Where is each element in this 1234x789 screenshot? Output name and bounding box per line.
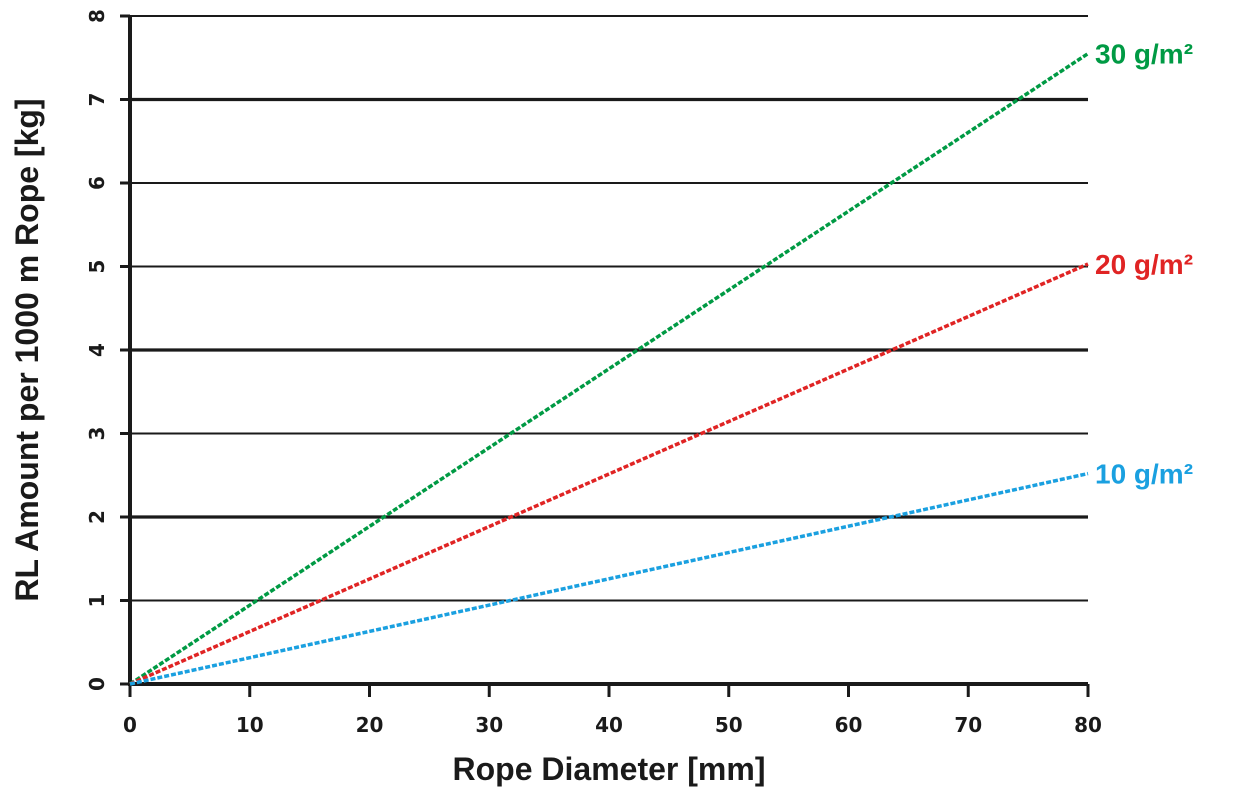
y-tick-label-1: 1 <box>85 594 109 608</box>
y-axis-label: RL Amount per 1000 m Rope [kg] <box>9 98 45 601</box>
x-tick-label-20: 20 <box>356 713 384 737</box>
x-tick-label-10: 10 <box>236 713 264 737</box>
gridlines <box>130 15 1088 602</box>
x-tick-label-60: 60 <box>835 713 863 737</box>
y-tick-label-8: 8 <box>85 9 109 23</box>
series-lines <box>129 52 1089 686</box>
x-tick-label-30: 30 <box>475 713 503 737</box>
x-tick-label-50: 50 <box>715 713 743 737</box>
y-tick-label-4: 4 <box>85 343 109 357</box>
y-tick-label-2: 2 <box>85 510 109 524</box>
x-axis-label: Rope Diameter [mm] <box>453 751 766 787</box>
series-label-3: 10 g/m² <box>1095 459 1193 490</box>
series-label-1: 30 g/m² <box>1095 39 1193 70</box>
series-line-1 <box>129 52 1089 686</box>
x-tick-label-40: 40 <box>595 713 623 737</box>
y-tick-label-0: 0 <box>85 677 109 691</box>
y-tick-label-5: 5 <box>85 260 109 274</box>
x-ticks: 0 10 20 30 40 50 60 70 80 <box>123 684 1102 737</box>
x-tick-label-70: 70 <box>954 713 982 737</box>
x-tick-label-0: 0 <box>123 713 137 737</box>
x-tick-label-80: 80 <box>1074 713 1102 737</box>
series-line-3 <box>129 471 1089 686</box>
y-tick-label-3: 3 <box>85 427 109 441</box>
y-tick-label-7: 7 <box>85 93 109 107</box>
series-line-2 <box>129 262 1089 686</box>
y-tick-label-6: 6 <box>85 176 109 190</box>
y-ticks: 0 1 2 3 4 5 6 7 8 <box>85 9 130 691</box>
series-labels: 30 g/m² 20 g/m² 10 g/m² <box>1095 39 1193 490</box>
series-label-2: 20 g/m² <box>1095 249 1193 280</box>
